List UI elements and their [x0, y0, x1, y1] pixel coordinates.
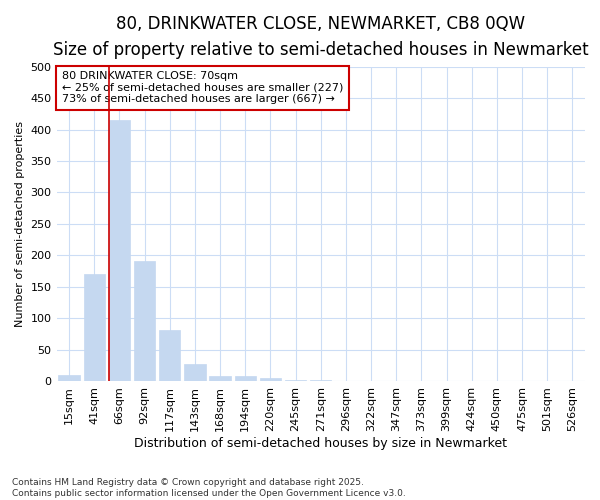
Bar: [310, 380, 331, 382]
Bar: [58, 375, 80, 382]
Bar: [260, 378, 281, 382]
X-axis label: Distribution of semi-detached houses by size in Newmarket: Distribution of semi-detached houses by …: [134, 437, 507, 450]
Bar: [361, 381, 382, 382]
Bar: [209, 376, 231, 382]
Bar: [109, 120, 130, 382]
Title: 80, DRINKWATER CLOSE, NEWMARKET, CB8 0QW
Size of property relative to semi-detac: 80, DRINKWATER CLOSE, NEWMARKET, CB8 0QW…: [53, 15, 589, 60]
Text: Contains HM Land Registry data © Crown copyright and database right 2025.
Contai: Contains HM Land Registry data © Crown c…: [12, 478, 406, 498]
Bar: [134, 260, 155, 382]
Bar: [184, 364, 206, 382]
Bar: [335, 381, 356, 382]
Bar: [235, 376, 256, 382]
Bar: [285, 380, 307, 382]
Text: 80 DRINKWATER CLOSE: 70sqm
← 25% of semi-detached houses are smaller (227)
73% o: 80 DRINKWATER CLOSE: 70sqm ← 25% of semi…: [62, 71, 343, 104]
Bar: [83, 274, 105, 382]
Bar: [159, 330, 181, 382]
Y-axis label: Number of semi-detached properties: Number of semi-detached properties: [15, 121, 25, 327]
